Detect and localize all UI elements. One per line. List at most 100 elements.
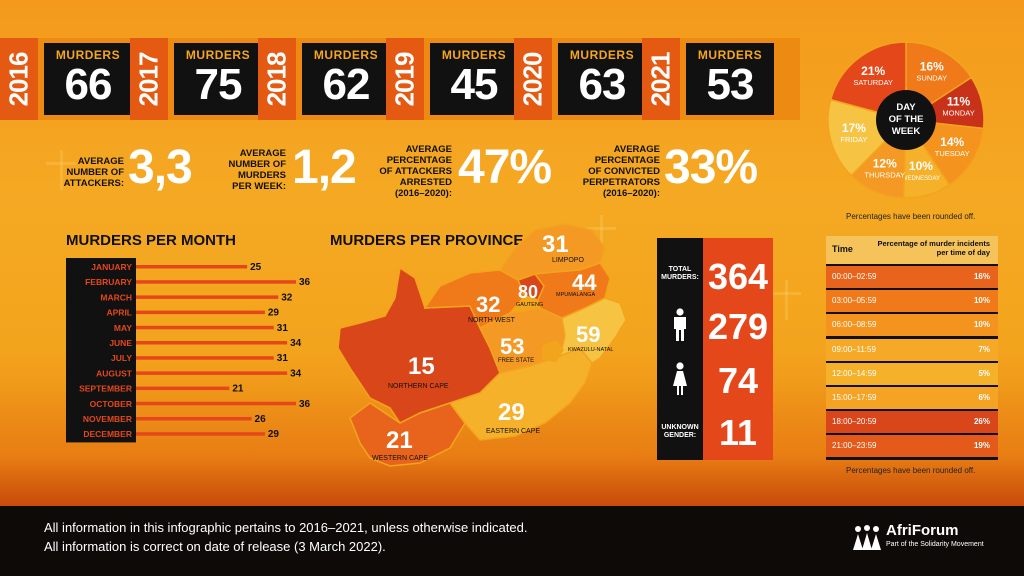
stat-label: AVERAGE PERCENTAGE OF ATTACKERS ARRESTED… — [379, 144, 452, 199]
table-row: 15:00–17:59 6% — [826, 387, 998, 409]
bg-cross — [60, 150, 63, 190]
year-murders-box: MURDERS 63 — [558, 43, 646, 115]
table-note: Percentages have been rounded off. — [846, 466, 976, 475]
total-murders-value: 364 — [707, 256, 769, 297]
afriforum-logo: AfriForum Part of the Solidarity Movemen… — [852, 520, 992, 560]
month-value-label: 34 — [290, 368, 302, 379]
province-value-mpumalanga: 44 — [572, 270, 597, 295]
afriforum-people-logo-icon — [853, 525, 881, 550]
totals-right-column — [703, 238, 773, 460]
year-label: 2020 — [514, 38, 552, 120]
months-label-column — [66, 258, 136, 443]
yearly-murders-strip: 2016 MURDERS 66 2017 MURDERS 75 2018 MUR… — [0, 38, 800, 120]
stat-attackers: AVERAGE NUMBER OF ATTACKERS: — [20, 140, 124, 200]
month-label: SEPTEMBER — [79, 384, 132, 394]
year-label: 2017 — [130, 38, 168, 120]
pie-day-label: FRIDAY — [840, 135, 867, 144]
month-label: MAY — [114, 323, 132, 333]
murders-value: 63 — [578, 60, 627, 109]
month-bar — [136, 310, 265, 315]
table-row: 21:00–23:59 19% — [826, 435, 998, 458]
unknown-gender-label: UNKNOWN GENDER: — [661, 424, 699, 439]
province-value-free-state: 53 — [500, 334, 524, 359]
year-label: 2019 — [386, 38, 424, 120]
pie-center-label: OF THE — [889, 114, 924, 125]
province-label-mpumalanga: MPUMALANGA — [556, 292, 595, 298]
table-row-time: 09:00–11:59 — [832, 344, 876, 354]
table-row: 06:00–08:59 10% — [826, 314, 998, 337]
table-row-time: 21:00–23:59 — [832, 441, 877, 451]
month-label: FEBRUARY — [85, 277, 132, 287]
stat-label: AVERAGE NUMBER OF MURDERS PER WEEK: — [228, 148, 286, 192]
month-value-label: 31 — [277, 323, 289, 334]
murders-label: MURDERS — [55, 48, 121, 62]
month-value-label: 32 — [281, 292, 293, 303]
female-person-icon — [673, 362, 687, 395]
stat-murders-per-week-value: 1,2 — [292, 140, 382, 200]
table-row-time: 06:00–08:59 — [832, 320, 877, 330]
pie-value-label: 12% — [873, 157, 897, 171]
stat-convicted: AVERAGE PERCENTAGE OF CONVICTED PERPETRA… — [560, 140, 660, 200]
pie-day-label: SUNDAY — [916, 74, 947, 83]
province-label-kwazulu-natal: KWAZULU-NATAL — [568, 347, 613, 353]
month-value-label: 25 — [250, 262, 262, 273]
month-bar — [136, 432, 265, 436]
province-label-western-cape: WESTERN CAPE — [372, 455, 428, 462]
year-label: 2018 — [258, 38, 296, 120]
province-title: MURDERS PER PROVINCE — [330, 232, 524, 249]
year-murders-box: MURDERS 66 — [44, 43, 132, 115]
month-bar — [136, 341, 288, 345]
pie-center-label: DAY — [896, 102, 916, 113]
month-label: JULY — [111, 353, 132, 363]
month-value-label: 21 — [232, 384, 244, 395]
province-value-gauteng: 80 — [518, 282, 538, 302]
month-label: OCTOBER — [90, 399, 132, 409]
table-row-percentage: 10% — [973, 320, 990, 330]
murders-label: MURDERS — [697, 48, 763, 62]
month-bar — [136, 265, 248, 269]
footer: All information in this infographic pert… — [0, 506, 1024, 576]
pie-value-label: 17% — [842, 121, 866, 135]
month-label: JANUARY — [91, 262, 132, 272]
month-value-label: 36 — [299, 399, 311, 410]
table-row: 00:00–02:59 16% — [826, 266, 998, 288]
stat-value: 3,3 — [128, 141, 193, 194]
stat-attackers-value: 3,3 — [128, 140, 218, 200]
table-row-percentage: 5% — [978, 368, 990, 378]
table-row: 18:00–20:59 26% — [826, 411, 998, 434]
stat-value: 1,2 — [292, 141, 357, 194]
province-value-north-west: 32 — [476, 292, 500, 317]
province-label-free-state: FREE STATE — [498, 358, 534, 364]
murders-value: 62 — [322, 60, 371, 109]
table-row-percentage: 26% — [973, 417, 990, 427]
year-murders-box: MURDERS 53 — [686, 43, 774, 115]
month-label: DECEMBER — [83, 429, 132, 439]
pie-note: Percentages have been rounded off. — [846, 212, 976, 221]
stat-convicted-value: 33% — [664, 140, 774, 200]
month-value-label: 36 — [299, 277, 311, 288]
table-row-percentage: 16% — [973, 272, 990, 281]
table-header-time: Time — [832, 244, 853, 254]
month-value-label: 34 — [290, 338, 302, 349]
year-murders-box: MURDERS 45 — [430, 43, 518, 115]
pie-day-label: SATURDAY — [853, 78, 893, 87]
murders-value: 53 — [706, 60, 755, 109]
months-bar-chart: JANUARY 25 FEBRUARY 36 MARCH 32 APRIL 29 MAY 31 JU… — [66, 258, 311, 443]
province-value-eastern-cape: 29 — [498, 399, 525, 426]
table-row: 03:00–05:59 10% — [826, 290, 998, 313]
pie-center-label: WEEK — [892, 126, 921, 137]
pie-center — [876, 90, 936, 150]
bg-cross — [785, 280, 788, 320]
month-bar — [136, 356, 274, 360]
month-label: APRIL — [107, 308, 133, 318]
table-row-percentage: 19% — [973, 441, 990, 451]
stat-murders-per-week: AVERAGE NUMBER OF MURDERS PER WEEK: — [200, 140, 286, 200]
month-value-label: 26 — [255, 414, 267, 425]
month-value-label: 31 — [277, 353, 289, 364]
province-value-western-cape: 21 — [386, 427, 413, 454]
bg-cross — [600, 215, 603, 255]
female-murders-value: 74 — [717, 360, 759, 401]
table-row-time: 00:00–02:59 — [832, 272, 877, 281]
male-person-icon — [674, 308, 686, 341]
